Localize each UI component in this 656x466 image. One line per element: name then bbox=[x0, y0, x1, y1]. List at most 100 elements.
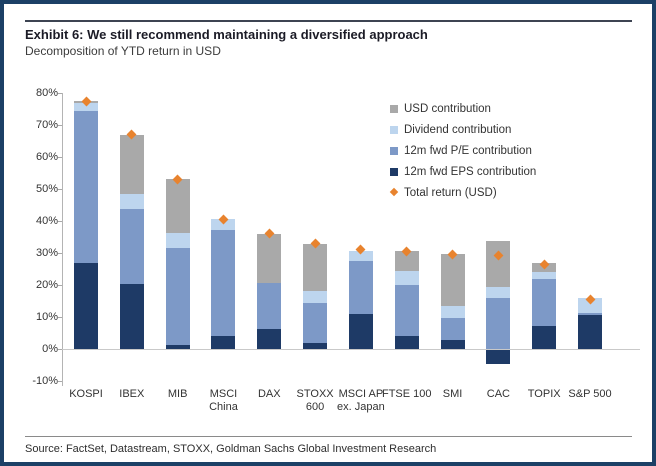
bar-segment bbox=[578, 298, 603, 313]
y-tick-label: 0% bbox=[42, 343, 58, 355]
bar-segment bbox=[165, 179, 190, 234]
legend-label: Dividend contribution bbox=[404, 124, 512, 136]
top-divider bbox=[25, 20, 632, 22]
bar-segment bbox=[394, 285, 419, 337]
y-tick-label: 30% bbox=[35, 247, 58, 259]
bar-segment bbox=[74, 110, 98, 263]
bar-segment bbox=[394, 336, 419, 349]
bar-segment bbox=[532, 325, 557, 349]
bar-segment bbox=[440, 340, 465, 349]
x-axis-label: CAC bbox=[486, 388, 510, 400]
bar-segment bbox=[440, 254, 465, 307]
bar-segment bbox=[303, 342, 328, 349]
bar-segment bbox=[348, 250, 373, 261]
legend-label: 12m fwd EPS contribution bbox=[404, 166, 537, 178]
bar-segment bbox=[486, 297, 511, 349]
y-tick-mark bbox=[58, 285, 63, 286]
y-axis-line bbox=[62, 93, 63, 386]
legend-item: Dividend contribution bbox=[390, 124, 536, 137]
x-axis-label: MSCI China bbox=[209, 388, 238, 413]
bar-segment bbox=[211, 219, 236, 230]
legend-swatch-icon bbox=[390, 147, 398, 155]
y-tick-mark bbox=[58, 317, 63, 318]
bar-segment bbox=[211, 229, 236, 337]
bar-segment bbox=[440, 317, 465, 341]
bar-segment bbox=[74, 102, 98, 111]
bar-segment bbox=[440, 306, 465, 318]
exhibit-canvas: Exhibit 6: We still recommend maintainin… bbox=[4, 4, 652, 462]
y-tick-label: 70% bbox=[35, 119, 58, 131]
x-axis-label: STOXX 600 bbox=[296, 388, 334, 413]
bar-segment bbox=[303, 302, 328, 343]
x-axis-label: S&P 500 bbox=[568, 388, 612, 400]
bar-segment bbox=[486, 350, 511, 365]
bar-segment bbox=[348, 313, 373, 349]
y-tick-mark bbox=[58, 253, 63, 254]
legend-label: USD contribution bbox=[404, 103, 491, 115]
legend-item: 12m fwd EPS contribution bbox=[390, 166, 536, 179]
bar-segment bbox=[119, 284, 144, 349]
bar-segment bbox=[257, 233, 282, 284]
zero-baseline bbox=[62, 349, 640, 350]
legend-item: 12m fwd P/E contribution bbox=[390, 145, 536, 158]
x-axis-label: TOPIX bbox=[527, 388, 561, 400]
bar-segment bbox=[165, 233, 190, 249]
bar-segment bbox=[257, 283, 282, 329]
bar-segment bbox=[119, 209, 144, 285]
x-axis-label: MIB bbox=[167, 388, 188, 400]
bar-segment bbox=[578, 315, 603, 349]
y-tick-mark bbox=[58, 221, 63, 222]
bar-segment bbox=[394, 270, 419, 286]
legend-label: Total return (USD) bbox=[404, 187, 497, 199]
y-tick-mark bbox=[58, 157, 63, 158]
bar-segment bbox=[578, 312, 603, 316]
bar-segment bbox=[486, 286, 511, 298]
y-tick-label: 10% bbox=[35, 311, 58, 323]
y-tick-mark bbox=[58, 189, 63, 190]
x-axis-label: FTSE 100 bbox=[381, 388, 432, 400]
legend-swatch-icon bbox=[390, 105, 398, 113]
plot-area bbox=[62, 93, 640, 386]
y-tick-mark bbox=[58, 125, 63, 126]
y-tick-mark bbox=[58, 349, 63, 350]
x-axis-label: SMI bbox=[442, 388, 463, 400]
bar-segment bbox=[165, 248, 190, 345]
bar-segment bbox=[303, 290, 328, 303]
chart-legend: USD contribution Dividend contribution 12m… bbox=[389, 103, 536, 208]
legend-item: USD contribution bbox=[390, 103, 536, 116]
y-tick-label: 60% bbox=[35, 151, 58, 163]
source-note: Source: FactSet, Datastream, STOXX, Gold… bbox=[25, 443, 437, 455]
x-axis-label: IBEX bbox=[119, 388, 145, 400]
exhibit-title: Exhibit 6: We still recommend maintainin… bbox=[25, 27, 428, 42]
legend-swatch-icon bbox=[390, 168, 398, 176]
bottom-divider bbox=[25, 436, 632, 437]
y-tick-label: 20% bbox=[35, 279, 58, 291]
bar-segment bbox=[119, 134, 144, 195]
bar-segment bbox=[257, 328, 282, 349]
y-tick-label: 80% bbox=[35, 87, 58, 99]
bar-segment bbox=[532, 279, 557, 326]
bar-segment bbox=[486, 241, 511, 287]
y-tick-label: 50% bbox=[35, 183, 58, 195]
x-axis-label: KOSPI bbox=[69, 388, 103, 400]
legend-diamond-icon bbox=[389, 187, 399, 197]
y-tick-mark bbox=[58, 381, 63, 382]
x-axis-label: MSCI AP ex. Japan bbox=[337, 388, 385, 413]
bar-segment bbox=[74, 262, 98, 349]
bar-segment bbox=[119, 194, 144, 210]
bar-segment bbox=[211, 336, 236, 349]
bar-segment bbox=[394, 251, 419, 271]
y-tick-mark bbox=[58, 93, 63, 94]
legend-item: Total return (USD) bbox=[389, 187, 536, 200]
legend-label: 12m fwd P/E contribution bbox=[404, 145, 532, 157]
exhibit-subtitle: Decomposition of YTD return in USD bbox=[25, 44, 221, 58]
bar-segment bbox=[303, 244, 328, 291]
bar-segment bbox=[348, 260, 373, 314]
x-axis-label: DAX bbox=[257, 388, 281, 400]
y-tick-label: 40% bbox=[35, 215, 58, 227]
y-tick-label: -10% bbox=[32, 375, 58, 387]
bar-segment bbox=[532, 271, 557, 280]
bar-segment bbox=[165, 344, 190, 349]
legend-swatch-icon bbox=[390, 126, 398, 134]
